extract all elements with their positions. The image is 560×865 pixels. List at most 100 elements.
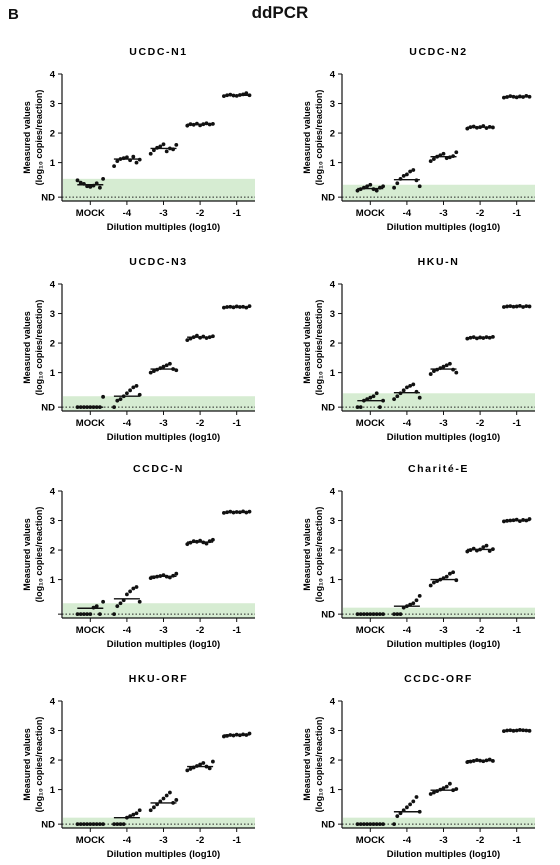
data-point <box>368 182 373 187</box>
data-point <box>414 795 419 799</box>
y-axis-label-units: (log₁₀ copies/reaction) <box>314 90 324 186</box>
x-tick-label: -2 <box>196 418 204 429</box>
data-point <box>101 394 105 399</box>
chart-title: CCDC-ORF <box>404 673 473 685</box>
detection-limit-band <box>63 817 255 828</box>
y-axis-label: Measured values <box>22 311 32 384</box>
data-point <box>417 593 422 598</box>
data-point <box>365 184 369 189</box>
data-point <box>148 151 153 156</box>
data-point <box>98 612 102 617</box>
y-tick-label: ND <box>321 193 335 204</box>
x-axis-label: Dilution multiples (log10) <box>387 432 500 443</box>
y-axis-label-units: (log₁₀ copies/reaction) <box>314 507 324 603</box>
data-point <box>392 397 396 402</box>
x-tick-label: -4 <box>403 625 412 636</box>
x-axis-label: Dilution multiples (log10) <box>107 432 220 443</box>
data-point <box>398 612 403 617</box>
dot-plot-chart: Charité-E ND 1 2 3 4 Measured values (log₁₀ cop… <box>302 463 535 650</box>
x-tick-label: -4 <box>403 418 412 429</box>
data-point <box>174 571 179 576</box>
data-point <box>211 759 215 764</box>
data-point <box>115 604 120 609</box>
data-point <box>408 383 412 388</box>
detection-limit-band <box>343 817 535 828</box>
data-point <box>484 543 489 548</box>
y-tick-label: 1 <box>330 575 336 586</box>
data-point <box>88 612 93 617</box>
data-point <box>451 570 455 575</box>
data-point <box>411 799 416 804</box>
x-tick-label: -3 <box>439 625 447 636</box>
x-tick-label: MOCK <box>76 625 105 636</box>
data-point <box>101 599 105 604</box>
data-point <box>211 537 215 542</box>
data-point <box>118 601 123 606</box>
dot-plot-chart: UCDC-N2 ND 1 2 3 4 Measured values (log₁₀ copie… <box>302 46 535 233</box>
data-point <box>414 598 419 603</box>
data-point <box>417 184 422 189</box>
y-tick-label: ND <box>321 403 335 414</box>
data-point <box>444 363 449 368</box>
x-tick-label: -1 <box>232 208 241 219</box>
y-axis-label: Measured values <box>22 101 32 174</box>
data-point <box>392 822 396 827</box>
data-point <box>75 612 80 617</box>
x-axis-label: Dilution multiples (log10) <box>387 639 500 650</box>
data-point <box>128 589 133 594</box>
data-point <box>152 148 156 153</box>
data-point <box>112 612 116 617</box>
data-point <box>207 766 212 771</box>
x-tick-label: -1 <box>232 625 241 636</box>
x-tick-label: -4 <box>123 208 132 219</box>
x-tick-label: -3 <box>159 208 167 219</box>
data-point <box>428 792 433 796</box>
data-point <box>134 811 139 816</box>
x-tick-label: -2 <box>196 625 204 636</box>
data-point <box>85 612 89 617</box>
data-point <box>432 790 436 795</box>
y-axis-label: Measured values <box>302 728 312 801</box>
dot-plot-chart: CCDC-N 1 2 3 4 Measured values (log₁₀ copies/r… <box>22 463 255 650</box>
y-tick-label: 3 <box>330 99 335 110</box>
y-axis-label-units: (log₁₀ copies/reaction) <box>34 300 44 396</box>
data-point <box>405 172 409 177</box>
data-point <box>401 173 406 178</box>
data-point <box>244 91 249 96</box>
data-point <box>368 395 373 400</box>
data-point <box>374 391 379 396</box>
data-point <box>161 364 166 369</box>
data-point <box>112 822 116 827</box>
x-tick-label: -2 <box>196 835 204 846</box>
data-point <box>444 784 449 789</box>
data-point <box>131 385 136 390</box>
data-point <box>411 168 416 172</box>
data-point <box>164 793 169 798</box>
y-tick-label: ND <box>41 193 55 204</box>
data-point <box>408 169 412 174</box>
data-point <box>448 781 452 786</box>
chart-title: HKU-N <box>418 256 460 268</box>
detection-limit-band <box>63 178 255 201</box>
chart-title: Charité-E <box>408 463 469 475</box>
x-tick-label: MOCK <box>356 208 385 219</box>
y-tick-label: 2 <box>50 546 55 557</box>
chart-grid: UCDC-N1 ND 1 2 3 4 Measured values (log₁₀ copie… <box>22 46 535 860</box>
detection-limit-band <box>63 603 255 618</box>
y-tick-label: 4 <box>50 280 56 291</box>
data-point <box>152 369 156 374</box>
data-point <box>405 805 409 810</box>
x-tick-label: -2 <box>476 835 484 846</box>
data-point <box>112 405 116 410</box>
chart-title: UCDC-N3 <box>129 256 187 268</box>
detection-limit-band <box>343 607 535 618</box>
y-tick-label: ND <box>41 820 55 831</box>
data-point <box>125 391 129 396</box>
y-tick-label: 4 <box>330 487 336 498</box>
y-tick-label: 3 <box>50 99 55 110</box>
data-point <box>198 762 203 767</box>
dot-plot-chart: CCDC-ORF ND 1 2 3 4 Measured values (log₁₀ copi… <box>302 673 535 860</box>
data-point <box>374 188 379 193</box>
y-tick-label: 4 <box>330 280 336 291</box>
data-point <box>395 814 400 819</box>
